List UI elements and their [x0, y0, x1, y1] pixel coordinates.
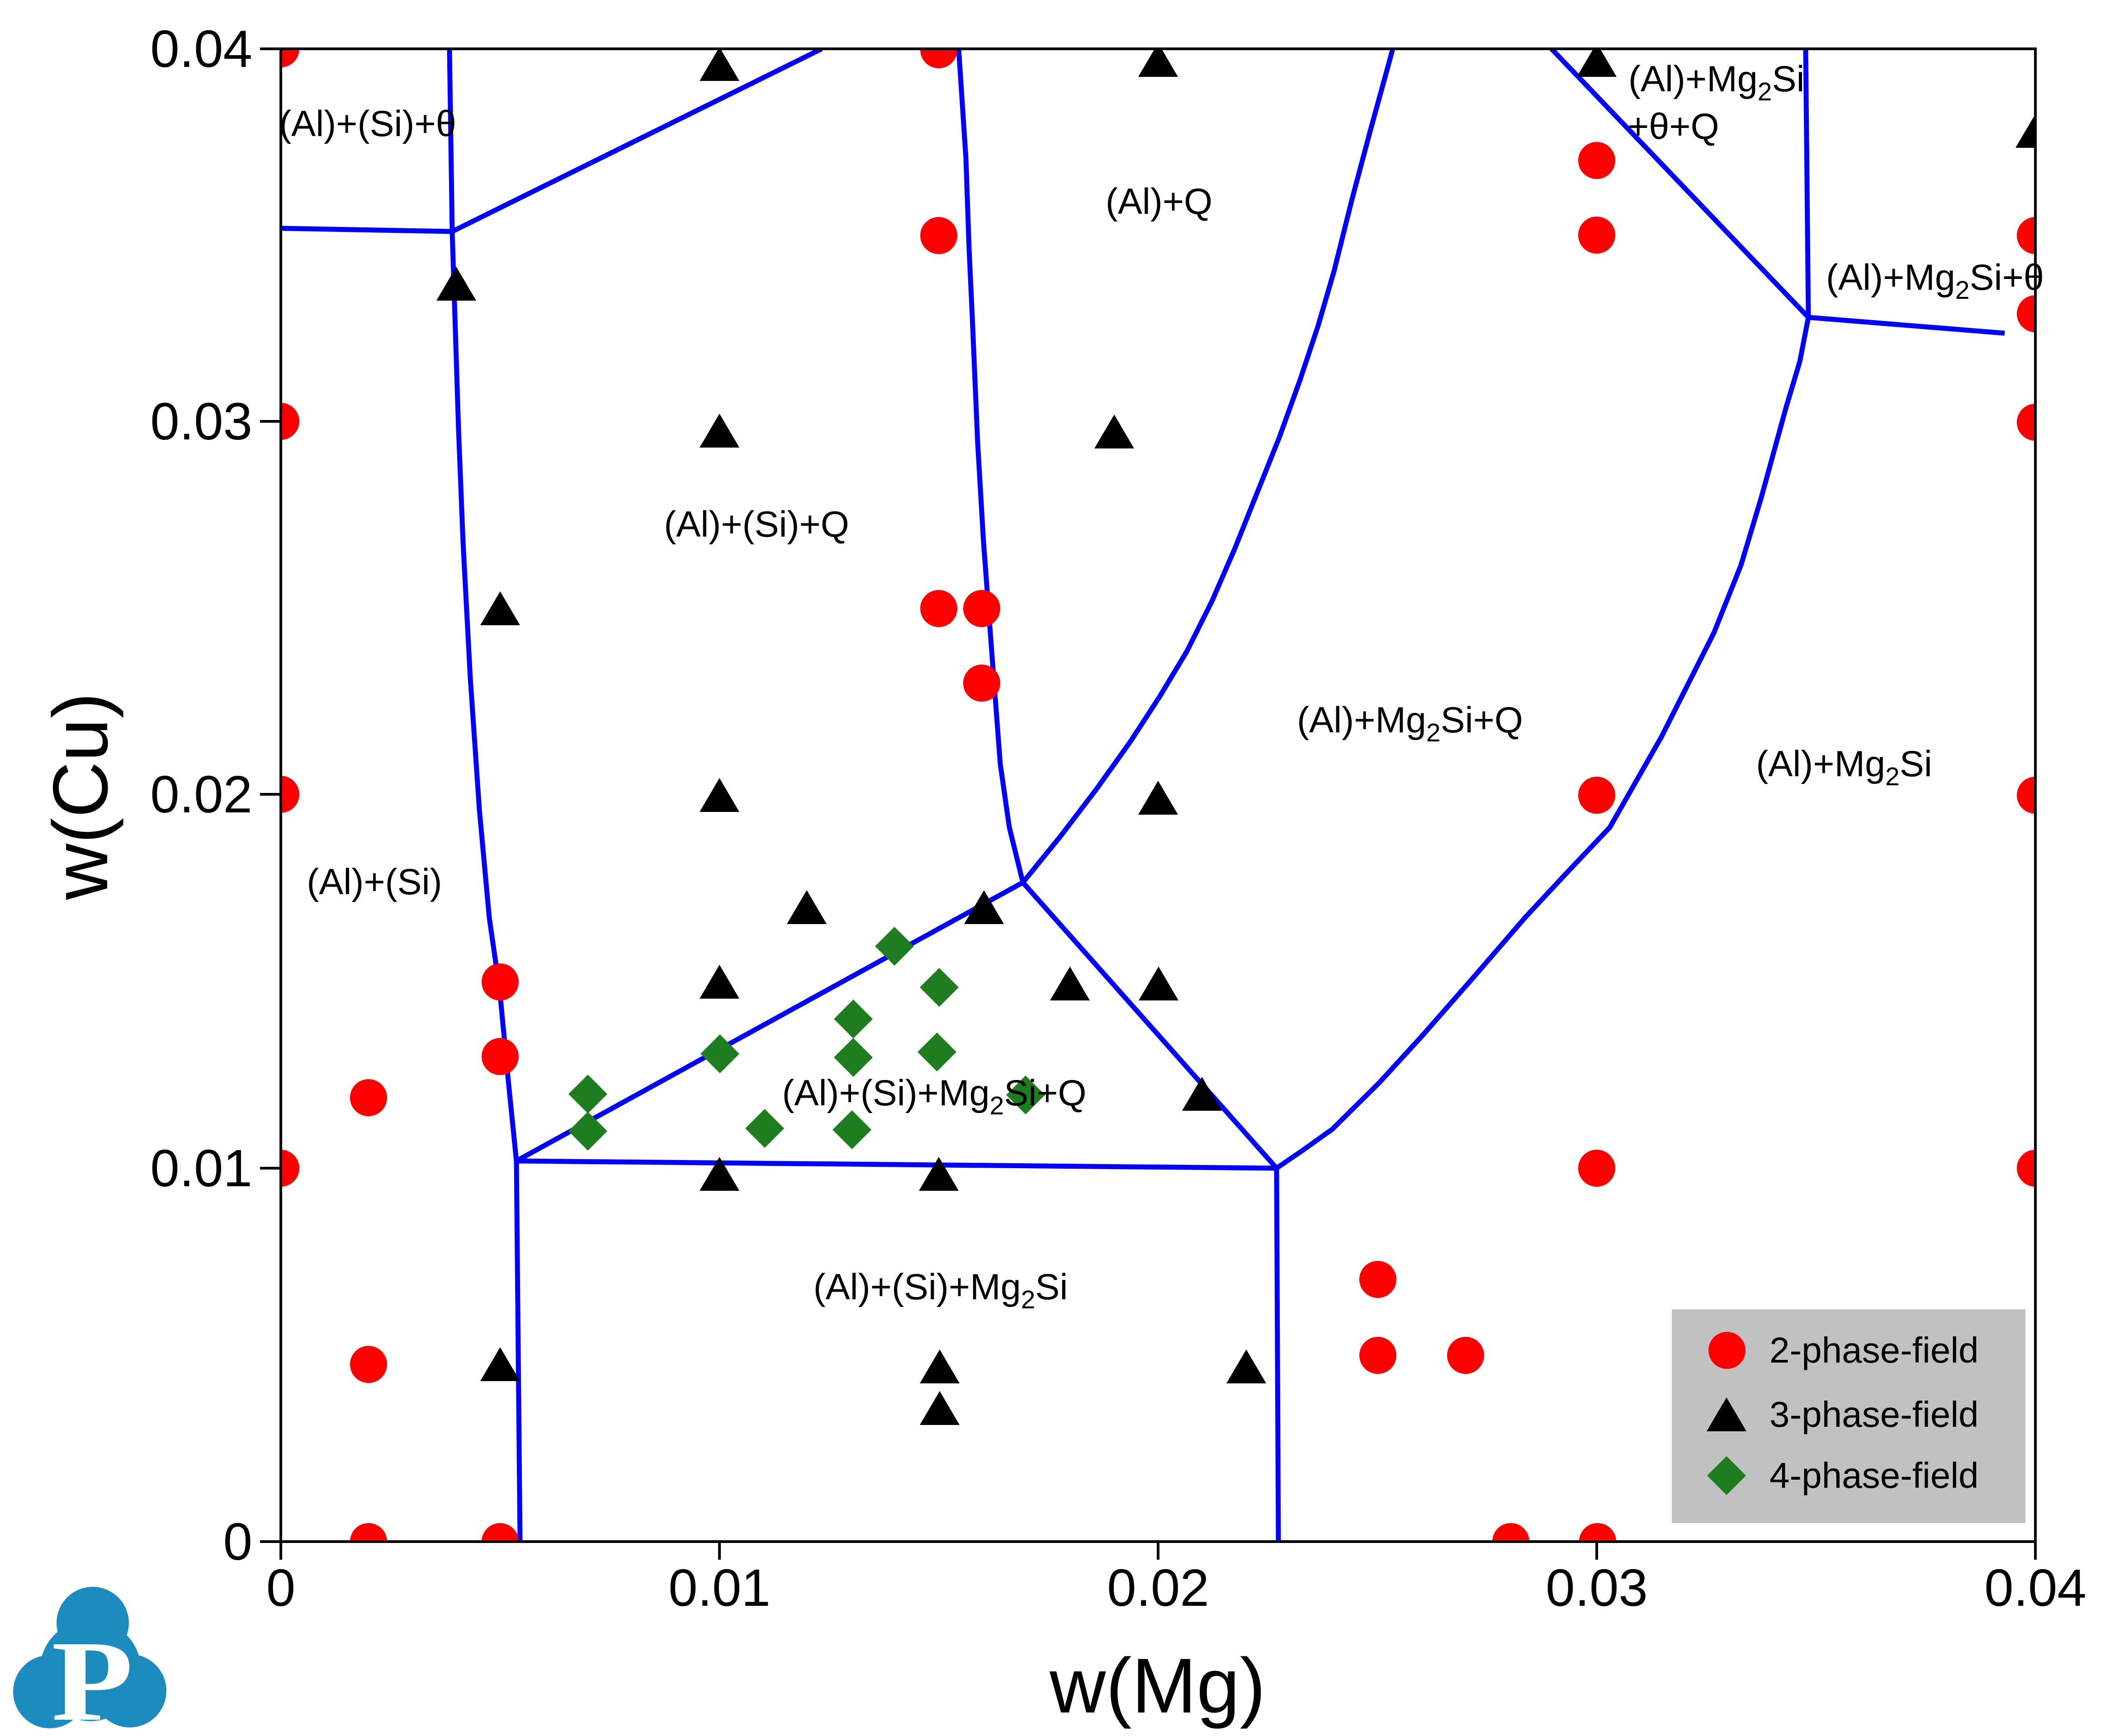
svg-text:P: P — [52, 1617, 133, 1736]
svg-text:0.01: 0.01 — [150, 1139, 252, 1198]
svg-text:(Al)+(Si)+θ: (Al)+(Si)+θ — [279, 104, 456, 144]
svg-text:(Al)+(Si)+Mg2Si+Q: (Al)+(Si)+Mg2Si+Q — [782, 1073, 1086, 1120]
svg-text:(Al)+(Si)+Q: (Al)+(Si)+Q — [664, 504, 849, 545]
svg-text:0.04: 0.04 — [1984, 1558, 2086, 1617]
svg-text:0.02: 0.02 — [1107, 1558, 1209, 1617]
svg-text:0.02: 0.02 — [150, 765, 252, 824]
svg-text:4-phase-field: 4-phase-field — [1769, 1455, 1979, 1495]
svg-text:w(Cu): w(Cu) — [37, 693, 124, 901]
svg-text:(Al)+Mg2Si: (Al)+Mg2Si — [1756, 744, 1932, 791]
svg-text:w(Mg): w(Mg) — [1049, 1642, 1266, 1729]
svg-text:+θ+Q: +θ+Q — [1627, 106, 1719, 147]
svg-text:(Al)+Mg2Si+θ: (Al)+Mg2Si+θ — [1826, 257, 2044, 305]
svg-text:3-phase-field: 3-phase-field — [1769, 1394, 1979, 1434]
svg-text:(Al)+(Si): (Al)+(Si) — [307, 862, 442, 902]
svg-text:(Al)+Q: (Al)+Q — [1106, 181, 1212, 222]
svg-text:0.01: 0.01 — [668, 1558, 771, 1617]
svg-text:0.04: 0.04 — [150, 19, 252, 78]
svg-text:(Al)+Mg2Si: (Al)+Mg2Si — [1628, 59, 1805, 106]
svg-text:0: 0 — [266, 1558, 296, 1617]
svg-text:0.03: 0.03 — [1546, 1558, 1648, 1617]
svg-text:(Al)+Mg2Si+Q: (Al)+Mg2Si+Q — [1297, 700, 1523, 747]
svg-text:0: 0 — [223, 1512, 252, 1571]
svg-text:0.03: 0.03 — [150, 392, 252, 451]
svg-text:2-phase-field: 2-phase-field — [1769, 1330, 1979, 1370]
